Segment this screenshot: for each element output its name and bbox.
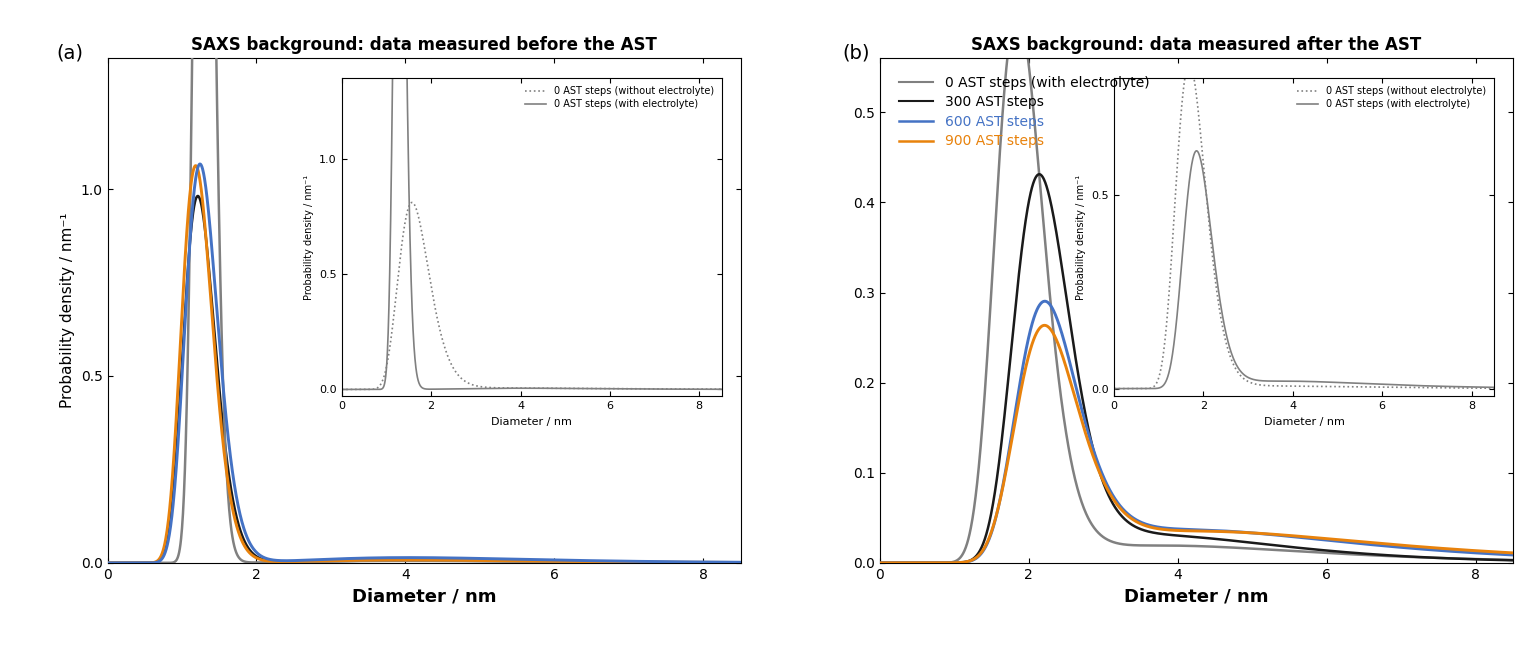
X-axis label: Diameter / nm: Diameter / nm: [352, 587, 496, 606]
Y-axis label: Probability density / nm⁻¹: Probability density / nm⁻¹: [60, 213, 75, 408]
Title: SAXS background: data measured before the AST: SAXS background: data measured before th…: [190, 36, 657, 54]
Text: (a): (a): [57, 43, 84, 62]
Legend: 0 AST steps (with electrolyte), 300 AST steps, 600 AST steps, 900 AST steps: 0 AST steps (with electrolyte), 300 AST …: [892, 71, 1155, 154]
X-axis label: Diameter / nm: Diameter / nm: [1124, 587, 1269, 606]
Text: (b): (b): [842, 43, 869, 62]
Title: SAXS background: data measured after the AST: SAXS background: data measured after the…: [971, 36, 1421, 54]
